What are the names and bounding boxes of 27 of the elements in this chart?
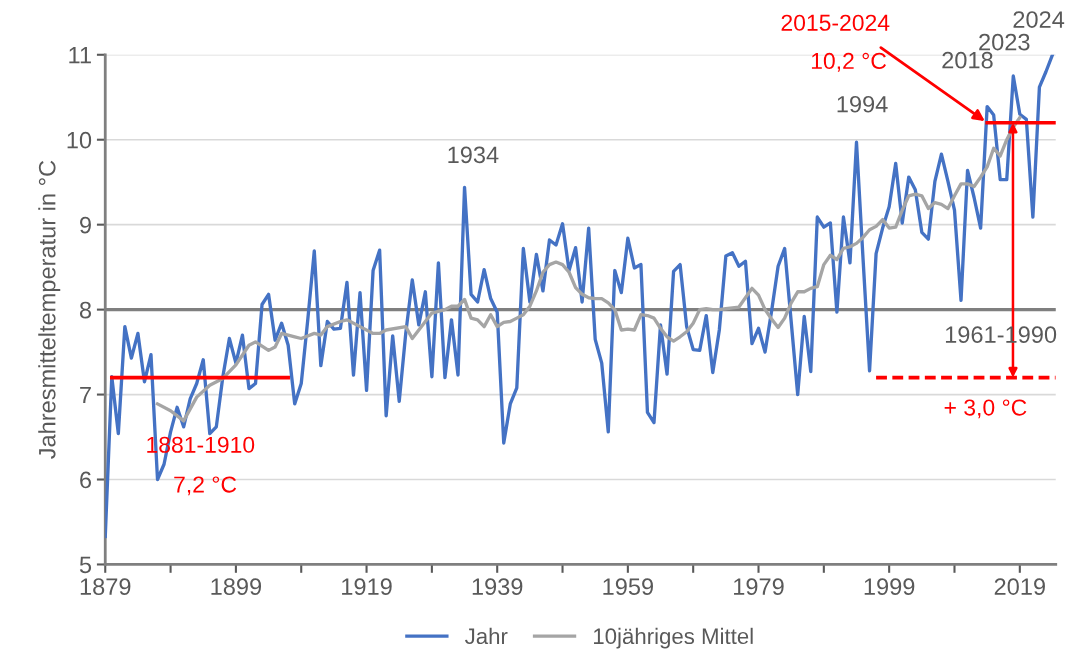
y-tick-label: 6	[80, 471, 92, 489]
annotation: + 3,0 °C	[944, 399, 1027, 419]
x-tick-label: 1899	[211, 578, 262, 595]
legend-label: Jahr	[465, 627, 508, 645]
y-tick-label: 7	[80, 386, 91, 404]
y-tick-label: 5	[79, 556, 92, 574]
annotation: 1934	[448, 146, 499, 164]
annotation: 2023	[979, 33, 1030, 51]
x-tick-label: 1939	[472, 578, 523, 595]
annotation: 2018	[942, 51, 993, 69]
annotation: 10,2 °C	[811, 52, 887, 72]
y-tick-label: 11	[69, 47, 91, 64]
x-tick-label: 1919	[342, 578, 392, 595]
x-tick-label: 1999	[864, 578, 915, 595]
annotation: 1994	[837, 95, 888, 113]
x-tick-label: 1979	[734, 578, 784, 595]
x-tick-label: 1959	[603, 578, 653, 595]
annotation: 7,2 °C	[174, 476, 237, 496]
annotation: 2024	[1013, 11, 1065, 28]
annotation: 2015-2024	[781, 14, 890, 31]
y-tick-label: 10	[67, 131, 92, 149]
x-tick-label: 1879	[80, 578, 131, 595]
x-tick-label: 2019	[994, 578, 1045, 595]
y-tick-label: 9	[80, 216, 91, 234]
y-tick-label: 8	[79, 301, 92, 319]
legend-label: 10jähriges Mittel	[594, 627, 753, 649]
y-axis-title: Jahresmitteltemperatur in °C	[38, 160, 61, 459]
